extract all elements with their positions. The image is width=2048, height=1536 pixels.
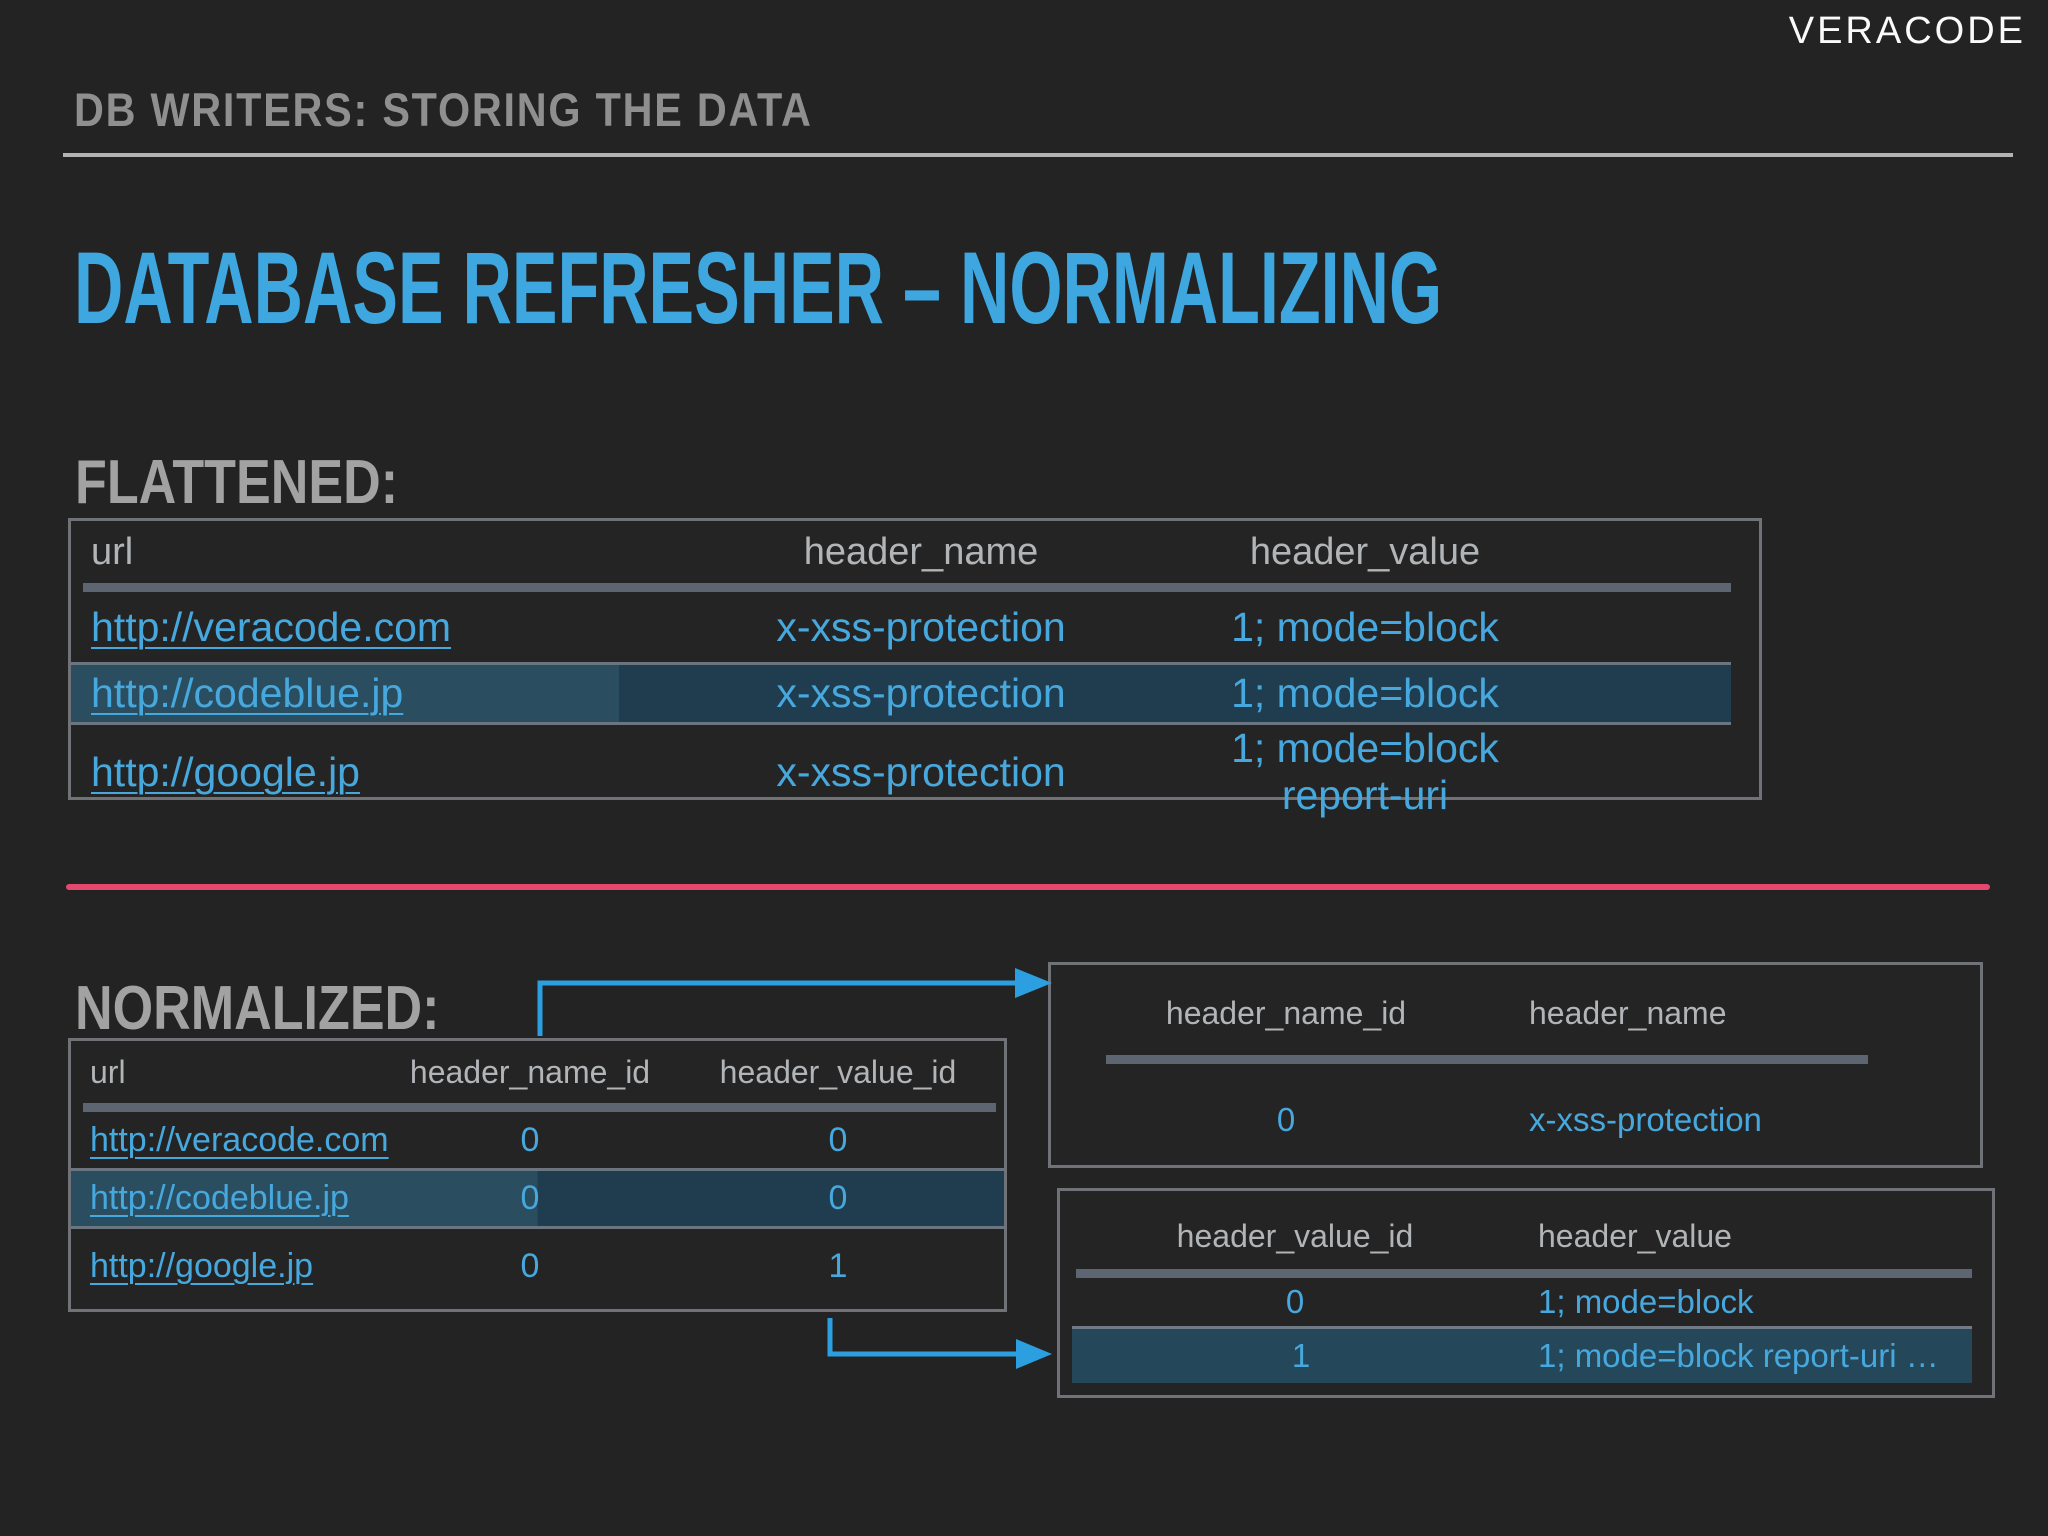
column-header-header-value-id: header_value_id	[719, 1053, 957, 1090]
url-link[interactable]: http://google.jp	[90, 1246, 314, 1285]
normalized-table-header: url header_name_id header_value_id	[71, 1041, 1004, 1103]
header-name-cell: x-xss-protection	[776, 603, 1066, 650]
page-title: DATABASE REFRESHER – NORMALIZING	[74, 230, 2048, 347]
header-value-id-cell: 1	[828, 1246, 848, 1285]
column-header-header-name-id: header_name_id	[1165, 994, 1407, 1031]
url-link[interactable]: http://google.jp	[91, 748, 360, 795]
header-name-cell: x-xss-protection	[776, 670, 1066, 716]
section-divider	[66, 884, 1990, 890]
column-header-header-name: header_name	[1529, 994, 1727, 1031]
header-name-id-cell: 0	[520, 1246, 540, 1285]
column-header-header-value: header_value	[1538, 1217, 1732, 1254]
page-title-text: DATABASE REFRESHER – NORMALIZING	[74, 231, 1443, 345]
id-cell: 1	[1291, 1337, 1311, 1374]
arrow-to-header-value-row-icon	[827, 1318, 1052, 1369]
header-value-id-cell: 0	[828, 1120, 848, 1159]
header-name-cell: x-xss-protection	[1529, 1101, 1762, 1138]
column-header-url: url	[90, 1053, 126, 1090]
page-kicker-text: DB WRITERS: STORING THE DATA	[74, 83, 813, 136]
kicker-rule	[63, 153, 2013, 157]
table-row-highlighted: http://codeblue.jp x-xss-protection 1; m…	[71, 662, 1731, 725]
column-header-header-value-id: header_value_id	[1176, 1217, 1414, 1254]
table-row-highlighted: http://codeblue.jp 0 0	[71, 1168, 1004, 1229]
header-value-id-cell: 0	[828, 1179, 848, 1217]
table-row: 0 1; mode=block	[1060, 1278, 1992, 1326]
table-row: 0 x-xss-protection	[1051, 1064, 1980, 1168]
header-name-cell: x-xss-protection	[776, 748, 1066, 795]
header-value-cell: 1; mode=block	[1231, 603, 1499, 650]
table-row: http://veracode.com x-xss-protection 1; …	[71, 592, 1759, 662]
header-value-cell: 1; mode=block report-uri …	[1538, 1337, 1939, 1374]
normalized-section-label: NORMALIZED:	[75, 974, 440, 1043]
header-value-lookup-table: header_value_id header_value 0 1; mode=b…	[1057, 1188, 1995, 1398]
column-header-header-name-id: header_name_id	[409, 1053, 651, 1090]
url-link[interactable]: http://veracode.com	[91, 603, 452, 650]
column-header-header-value: header_value	[1249, 530, 1481, 573]
lookup-table-header: header_value_id header_value	[1060, 1191, 1992, 1269]
column-header-header-name: header_name	[803, 530, 1039, 573]
column-header-url: url	[91, 530, 134, 573]
normalized-table: url header_name_id header_value_id http:…	[68, 1038, 1007, 1312]
page-kicker: DB WRITERS: STORING THE DATA	[74, 82, 913, 137]
brand-logo: VERACODE	[1788, 10, 2026, 52]
id-cell: 0	[1276, 1101, 1296, 1138]
header-value-cell: 1; mode=block	[1231, 670, 1499, 716]
table-row-highlighted: 1 1; mode=block report-uri …	[1072, 1326, 1972, 1383]
flattened-section-label: FLATTENED:	[75, 448, 399, 517]
url-link[interactable]: http://codeblue.jp	[90, 1179, 349, 1217]
header-divider	[83, 1103, 996, 1112]
header-divider	[1076, 1269, 1972, 1278]
header-divider	[1106, 1055, 1868, 1064]
table-row: http://google.jp 0 1	[71, 1229, 1004, 1303]
header-name-lookup-table: header_name_id header_name 0 x-xss-prote…	[1048, 962, 1983, 1168]
header-name-id-cell: 0	[520, 1120, 540, 1159]
table-row: http://google.jp x-xss-protection 1; mod…	[71, 725, 1759, 818]
url-link[interactable]: http://codeblue.jp	[91, 670, 404, 716]
id-cell: 0	[1285, 1283, 1305, 1320]
table-row: http://veracode.com 0 0	[71, 1112, 1004, 1168]
arrow-to-header-name-table-icon	[537, 968, 1052, 1036]
flattened-table: url header_name header_value http://vera…	[68, 518, 1762, 818]
header-divider	[83, 583, 1731, 592]
header-value-cell: 1; mode=block	[1538, 1283, 1754, 1320]
header-value-cell: 1; mode=block report-uri	[1231, 725, 1499, 818]
header-name-id-cell: 0	[520, 1179, 540, 1217]
flattened-table-header: url header_name header_value	[71, 521, 1759, 583]
url-link[interactable]: http://veracode.com	[90, 1120, 389, 1159]
lookup-table-header: header_name_id header_name	[1051, 965, 1980, 1055]
